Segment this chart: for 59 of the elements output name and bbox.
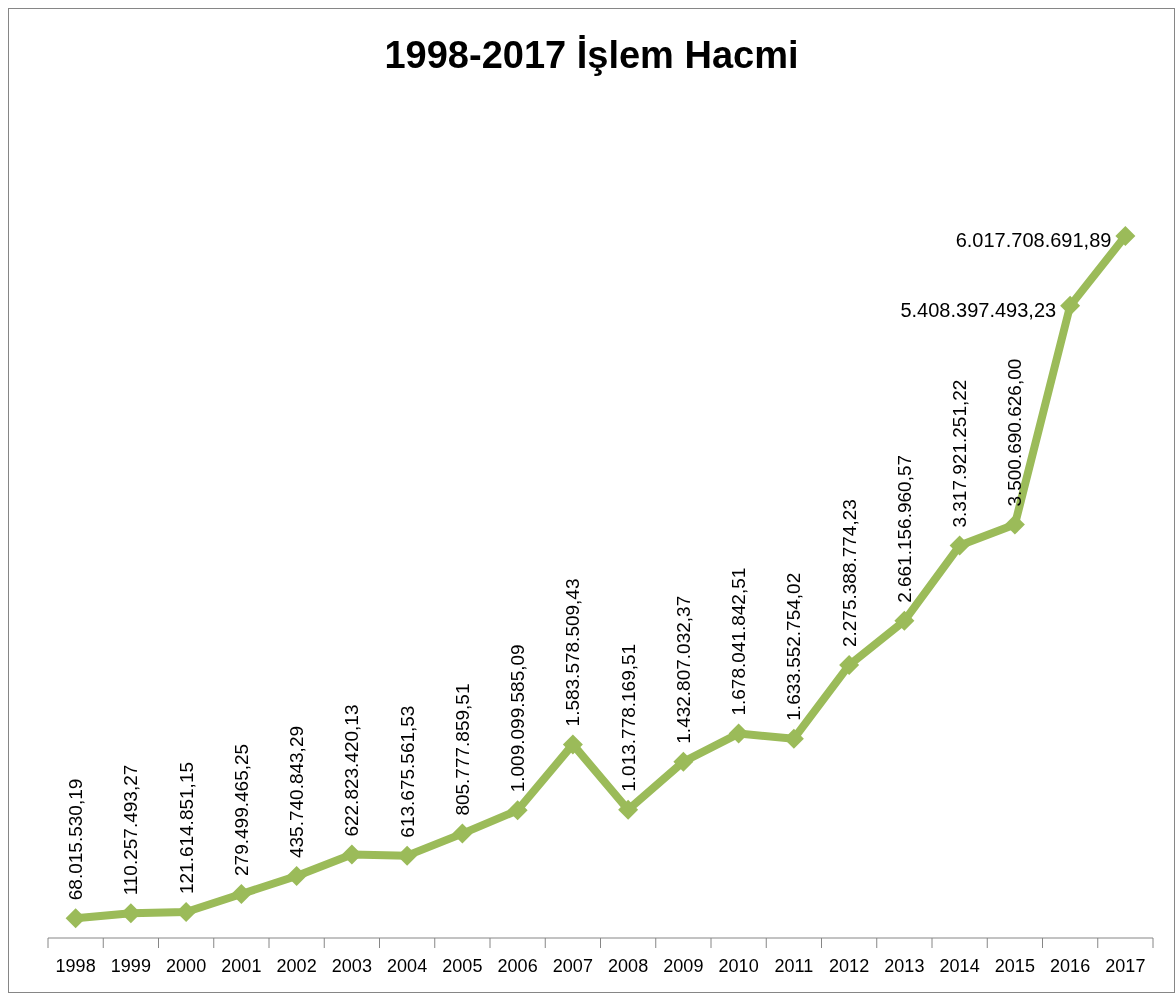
point: [231, 883, 252, 904]
data-label: 3.500.690.626,00: [1004, 358, 1026, 507]
x-tick-label: 2002: [276, 956, 317, 976]
x-tick-label: 1998: [55, 956, 96, 976]
data-label: 110.257.493,27: [120, 764, 142, 896]
point: [728, 723, 749, 744]
data-label: 613.675.561,53: [396, 705, 418, 838]
data-label: 6.017.708.691,89: [955, 229, 1112, 251]
point: [286, 866, 307, 887]
data-label: 435.740.843,29: [286, 725, 308, 859]
data-label: 121.614.851,15: [175, 761, 197, 895]
x-tick-label: 2015: [994, 956, 1035, 976]
data-label: 1.013.778.169,51: [617, 643, 639, 792]
data-label: 622.823.420,13: [341, 704, 363, 837]
x-tick-label: 2006: [497, 956, 538, 976]
point: [562, 734, 583, 755]
x-tick-label: 2016: [1050, 956, 1091, 976]
point: [65, 908, 86, 929]
point: [1115, 226, 1136, 246]
x-tick-label: 2001: [221, 956, 262, 976]
point: [839, 655, 860, 676]
x-tick-label: 2012: [829, 956, 870, 976]
x-tick-label: 2007: [552, 956, 593, 976]
data-label: 2.661.156.960,57: [893, 454, 915, 603]
point: [949, 535, 970, 556]
data-label: 1.678.041.842,51: [728, 567, 750, 716]
data-label: 3.317.921.251,22: [949, 379, 971, 528]
x-tick-label: 2013: [884, 956, 925, 976]
chart-title: 1998-2017 İşlem Hacmi: [384, 34, 799, 76]
x-tick-label: 1999: [110, 956, 151, 976]
x-tick-label: 2004: [387, 956, 428, 976]
data-label: 1.583.578.509,43: [562, 578, 584, 727]
point: [452, 823, 473, 844]
data-label: 1.633.552.754,02: [783, 572, 805, 721]
data-label: 68.015.530,19: [65, 778, 87, 901]
x-tick-label: 2003: [331, 956, 372, 976]
point: [673, 751, 694, 772]
point: [1060, 295, 1081, 316]
data-label: 805.777.859,51: [451, 683, 473, 816]
x-tick-label: 2014: [939, 956, 980, 976]
data-label: 1.432.807.032,37: [672, 595, 694, 744]
point: [341, 844, 362, 865]
point: [176, 902, 197, 923]
x-tick-label: 2011: [774, 956, 814, 976]
x-tick-label: 2017: [1105, 956, 1146, 976]
x-tick-label: 2009: [663, 956, 704, 976]
point: [894, 610, 915, 631]
point: [507, 800, 528, 821]
data-label: 5.408.397.493,23: [900, 298, 1057, 321]
x-tick-label: 2010: [718, 956, 759, 976]
point: [1004, 514, 1025, 535]
data-label: 1.009.099.585,09: [507, 644, 529, 793]
point: [397, 845, 418, 866]
x-tick-label: 2000: [166, 956, 207, 976]
x-tick-label: 2005: [442, 956, 483, 976]
data-label: 279.499.465,25: [230, 743, 252, 876]
point: [618, 799, 639, 820]
x-tick-label: 2008: [608, 956, 649, 976]
data-label: 2.275.388.774,23: [838, 499, 860, 648]
